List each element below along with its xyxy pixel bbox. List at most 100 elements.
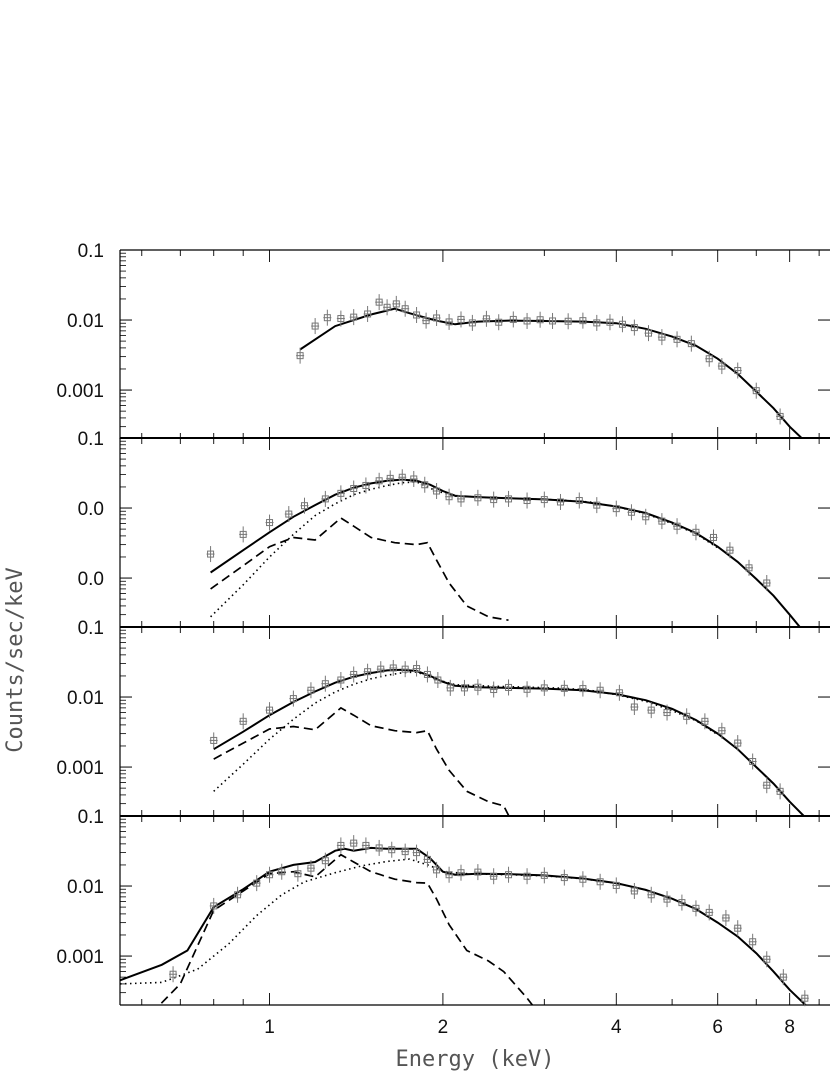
data-point bbox=[523, 312, 532, 329]
data-marker bbox=[278, 868, 286, 876]
data-point bbox=[412, 844, 421, 861]
data-marker bbox=[457, 315, 465, 323]
model-total-curve bbox=[213, 668, 806, 816]
y-tick-label: 0.1 bbox=[78, 807, 104, 828]
data-marker bbox=[445, 493, 453, 501]
data-marker bbox=[239, 717, 247, 725]
data-point bbox=[422, 312, 431, 329]
data-point bbox=[489, 491, 498, 508]
data-point bbox=[482, 310, 491, 327]
data-marker bbox=[658, 517, 666, 525]
data-marker bbox=[505, 871, 513, 879]
y-tick-label: 0.0 bbox=[78, 569, 104, 590]
data-marker bbox=[375, 477, 383, 485]
data-marker bbox=[445, 318, 453, 326]
data-point bbox=[705, 350, 714, 367]
data-marker bbox=[474, 683, 482, 691]
data-points bbox=[206, 469, 771, 591]
data-point bbox=[504, 490, 513, 507]
model-curves bbox=[210, 478, 802, 627]
data-marker bbox=[388, 846, 396, 854]
data-point bbox=[473, 489, 482, 506]
data-point bbox=[349, 666, 358, 683]
data-marker bbox=[523, 317, 531, 325]
data-point bbox=[618, 316, 627, 333]
data-point bbox=[252, 875, 261, 892]
data-point bbox=[717, 722, 726, 739]
data-marker bbox=[474, 868, 482, 876]
x-axis-title: Energy (keV) bbox=[396, 1047, 555, 1072]
data-marker bbox=[266, 519, 274, 527]
data-marker bbox=[398, 473, 406, 481]
data-marker bbox=[460, 684, 468, 692]
data-point bbox=[206, 546, 215, 563]
data-marker bbox=[490, 872, 498, 880]
data-marker bbox=[266, 871, 274, 879]
data-marker bbox=[377, 665, 385, 673]
data-point bbox=[560, 680, 569, 697]
data-point bbox=[401, 300, 410, 317]
data-marker bbox=[423, 670, 431, 678]
data-point bbox=[265, 514, 274, 531]
data-marker bbox=[718, 362, 726, 370]
data-marker bbox=[253, 879, 261, 887]
model-total-curve bbox=[299, 307, 805, 439]
y-tick-label: 0.001 bbox=[56, 381, 104, 402]
data-point bbox=[296, 347, 305, 364]
data-marker bbox=[575, 497, 583, 505]
data-point bbox=[460, 679, 469, 696]
x-axis: 1 2 4 6 8 bbox=[264, 1017, 795, 1038]
data-point bbox=[489, 681, 498, 698]
data-point bbox=[375, 839, 384, 856]
data-marker bbox=[579, 875, 587, 883]
data-marker bbox=[763, 781, 771, 789]
data-point bbox=[233, 886, 242, 903]
data-marker bbox=[350, 670, 358, 678]
data-point bbox=[677, 894, 686, 911]
model-dotted-curve bbox=[213, 671, 719, 792]
data-point bbox=[306, 860, 315, 877]
data-point bbox=[363, 663, 372, 680]
data-marker bbox=[362, 481, 370, 489]
y-tick-label: 0.01 bbox=[67, 877, 104, 898]
data-marker bbox=[630, 887, 638, 895]
data-marker bbox=[337, 841, 345, 849]
data-point bbox=[644, 325, 653, 342]
data-point bbox=[748, 933, 757, 950]
data-marker bbox=[658, 333, 666, 341]
data-marker bbox=[710, 533, 718, 541]
data-point bbox=[779, 969, 788, 986]
data-marker bbox=[523, 872, 531, 880]
data-marker bbox=[210, 902, 218, 910]
data-marker bbox=[523, 497, 531, 505]
x-tick-label: 4 bbox=[611, 1017, 622, 1038]
model-curves bbox=[299, 307, 805, 439]
data-marker bbox=[726, 546, 734, 554]
data-marker bbox=[362, 841, 370, 849]
data-marker bbox=[663, 895, 671, 903]
data-marker bbox=[763, 955, 771, 963]
data-marker bbox=[647, 891, 655, 899]
y-tick-label: 0.001 bbox=[56, 758, 104, 779]
model-curves bbox=[213, 668, 806, 816]
data-marker bbox=[495, 318, 503, 326]
data-point bbox=[663, 891, 672, 908]
data-point bbox=[578, 871, 587, 888]
data-point bbox=[647, 702, 656, 719]
y-tick-label: 0.001 bbox=[56, 947, 104, 968]
data-marker bbox=[734, 924, 742, 932]
data-point bbox=[592, 314, 601, 331]
data-point bbox=[647, 886, 656, 903]
data-point bbox=[705, 904, 714, 921]
data-point bbox=[361, 477, 370, 494]
data-marker bbox=[564, 317, 572, 325]
data-point bbox=[468, 314, 477, 331]
data-marker bbox=[350, 485, 358, 493]
data-marker bbox=[763, 579, 771, 587]
data-point bbox=[605, 314, 614, 331]
data-marker bbox=[523, 685, 531, 693]
data-marker bbox=[509, 315, 517, 323]
data-point bbox=[717, 358, 726, 375]
x-tick-label: 6 bbox=[712, 1017, 723, 1038]
data-point bbox=[392, 295, 401, 312]
